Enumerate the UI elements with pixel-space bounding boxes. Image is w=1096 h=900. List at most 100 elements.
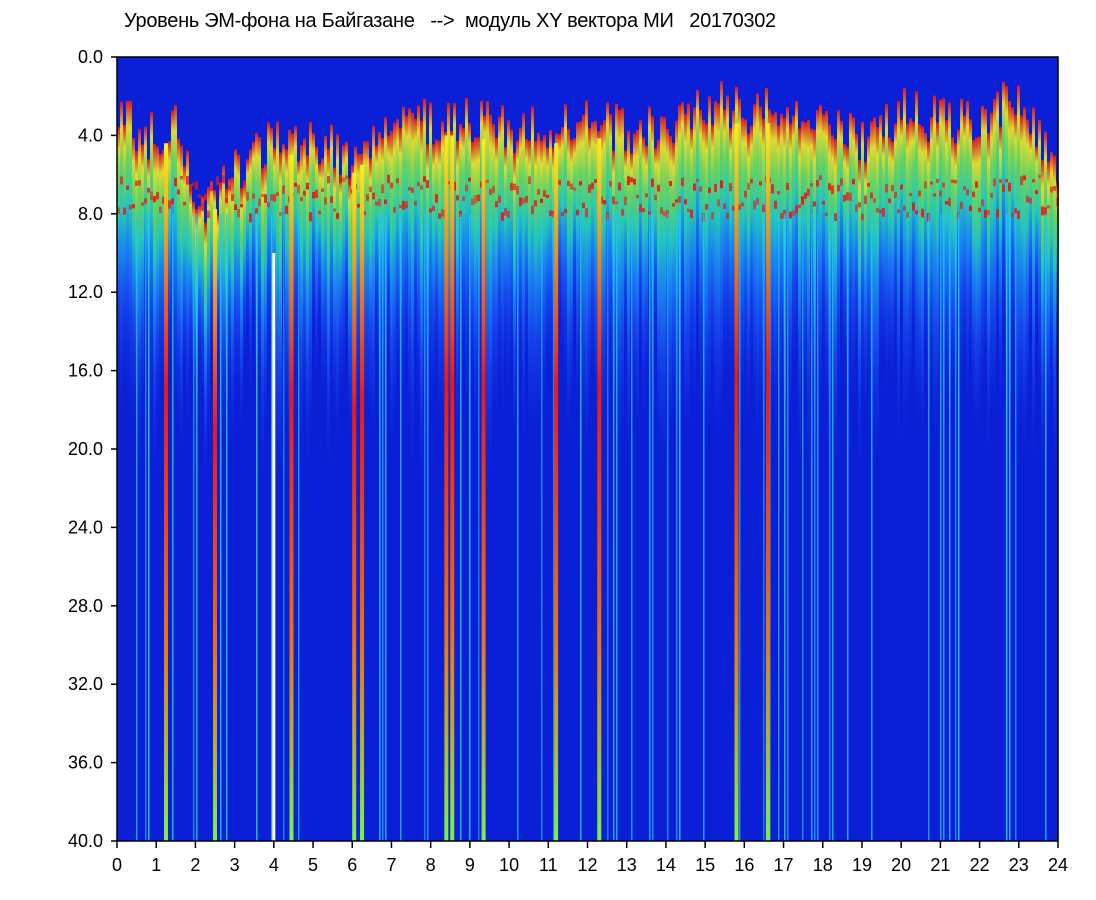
- heatmap-red-cell: [477, 194, 480, 202]
- x-tick-label: 4: [269, 855, 279, 875]
- heatmap-red-cell: [507, 210, 510, 218]
- heatmap-streak: [1006, 213, 1008, 842]
- heatmap-column: [432, 144, 435, 418]
- y-tick-label: 0.0: [78, 47, 103, 67]
- heatmap-red-cell: [315, 189, 318, 198]
- heatmap-red-cell: [753, 200, 756, 210]
- heatmap-red-cell: [1020, 176, 1023, 186]
- heatmap-column: [561, 127, 564, 377]
- heatmap-red-cell: [654, 194, 657, 201]
- heatmap-red-cell: [762, 204, 765, 213]
- heatmap-streak: [649, 213, 651, 842]
- heatmap-red-cell: [261, 193, 264, 198]
- heatmap-column: [975, 137, 978, 464]
- heatmap-red-cell: [174, 177, 177, 187]
- heatmap-red-cell: [201, 202, 204, 211]
- heatmap-red-cell: [474, 195, 477, 204]
- heatmap-column: [1038, 119, 1041, 417]
- heatmap-red-cell: [1014, 208, 1017, 214]
- heatmap-red-cell: [903, 205, 906, 211]
- heatmap-red-cell: [339, 174, 342, 184]
- heatmap-column: [585, 100, 588, 489]
- heatmap-red-cell: [669, 180, 672, 187]
- heatmap-red-cell: [519, 197, 522, 207]
- heatmap-red-cell: [777, 191, 780, 195]
- heatmap-column: [732, 110, 735, 404]
- heatmap-column: [663, 117, 666, 499]
- x-tick-label: 1: [151, 855, 161, 875]
- heatmap-streak: [553, 213, 555, 842]
- heatmap-red-cell: [387, 174, 390, 184]
- heatmap-column: [645, 145, 648, 405]
- heatmap-column: [438, 140, 441, 439]
- heatmap-red-cell: [732, 205, 735, 211]
- heatmap-red-cell: [258, 198, 261, 207]
- heatmap-red-cell: [726, 212, 729, 219]
- heatmap-column: [792, 115, 795, 388]
- heatmap-column: [261, 168, 264, 497]
- heatmap-red-cell: [303, 190, 306, 196]
- heatmap-column: [723, 109, 726, 395]
- heatmap-column: [534, 141, 537, 457]
- heatmap-red-cell: [642, 208, 645, 213]
- heatmap-streak: [427, 213, 429, 842]
- heatmap-red-cell: [294, 182, 297, 187]
- heatmap-column: [591, 121, 594, 387]
- heatmap-column: [189, 189, 192, 386]
- heatmap-red-cell: [933, 193, 936, 197]
- heatmap-red-cell: [684, 199, 687, 205]
- heatmap-column: [234, 149, 237, 411]
- heatmap-column: [852, 117, 855, 419]
- heatmap-column: [537, 132, 540, 454]
- heatmap-column: [156, 146, 159, 450]
- heatmap-red-cell: [972, 191, 975, 198]
- heatmap-column: [279, 152, 282, 500]
- heatmap-column: [120, 101, 123, 439]
- heatmap-column: [507, 120, 510, 414]
- heatmap-column: [141, 144, 144, 442]
- heatmap-red-cell: [432, 205, 435, 212]
- heatmap-column: [117, 127, 120, 403]
- heatmap-column: [333, 167, 336, 435]
- heatmap-column: [489, 114, 492, 508]
- heatmap-red-cell: [861, 213, 864, 221]
- heatmap-column: [600, 125, 603, 464]
- heatmap-streak: [616, 213, 618, 842]
- heatmap-streak: [802, 213, 804, 842]
- x-tick-label: 6: [347, 855, 357, 875]
- heatmap-column: [390, 130, 393, 482]
- heatmap-red-cell: [780, 213, 783, 219]
- heatmap-red-cell: [888, 198, 891, 204]
- heatmap-streak: [1015, 213, 1017, 842]
- heatmap-column: [222, 165, 225, 459]
- heatmap-red-cell: [822, 200, 825, 205]
- y-tick-label: 12.0: [68, 282, 103, 302]
- heatmap-column: [264, 164, 267, 453]
- heatmap-red-cell: [219, 183, 222, 190]
- heatmap-red-cell: [792, 210, 795, 216]
- heatmap-column: [714, 101, 717, 460]
- heatmap-red-cell: [591, 182, 594, 190]
- heatmap-red-cell: [681, 177, 684, 187]
- heatmap-red-cell: [948, 197, 951, 207]
- heatmap-red-cell: [453, 182, 456, 191]
- heatmap-red-cell: [537, 188, 540, 195]
- heatmap-column: [198, 205, 201, 383]
- heatmap-red-cell: [426, 180, 429, 189]
- heatmap-column: [690, 128, 693, 400]
- heatmap-red-cell: [1035, 190, 1038, 195]
- heatmap-red-cell: [678, 196, 681, 203]
- heatmap-column: [294, 126, 297, 387]
- heatmap-red-cell: [1008, 182, 1011, 192]
- heatmap-column: [924, 132, 927, 368]
- heatmap-red-cell: [498, 195, 501, 203]
- heatmap-column: [441, 121, 444, 449]
- heatmap-red-cell: [543, 190, 546, 197]
- heatmap-red-cell: [639, 204, 642, 213]
- heatmap-red-cell: [600, 196, 603, 204]
- heatmap-streak: [763, 213, 765, 842]
- heatmap-column: [528, 140, 531, 453]
- heatmap-red-cell: [870, 192, 873, 199]
- heatmap-column: [162, 150, 165, 408]
- heatmap-column: [1047, 161, 1050, 461]
